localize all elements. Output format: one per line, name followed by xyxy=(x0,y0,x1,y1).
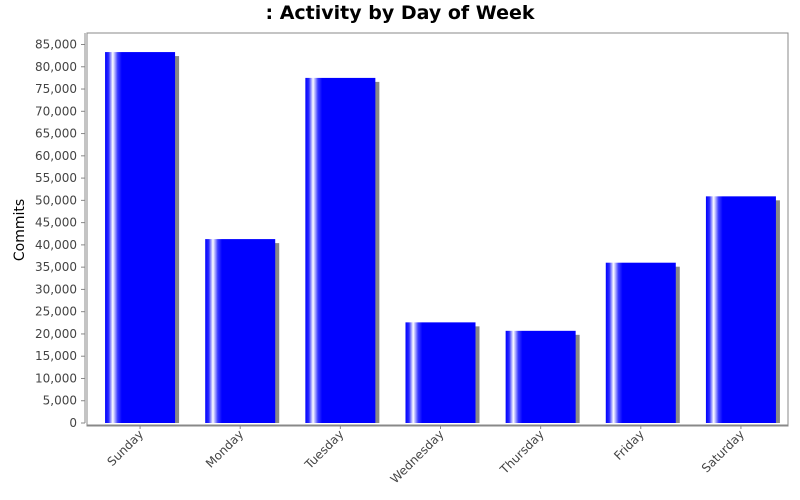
bar-saturday xyxy=(705,196,776,423)
y-tick-label: 10,000 xyxy=(35,371,77,385)
y-tick-label: 25,000 xyxy=(35,305,77,319)
y-tick-label: 75,000 xyxy=(35,82,77,96)
x-tick-label-thursday: Thursday xyxy=(497,427,547,477)
y-tick-label: 30,000 xyxy=(35,282,77,296)
x-tick-label-saturday: Saturday xyxy=(699,427,747,475)
y-tick-label: 45,000 xyxy=(35,216,77,230)
chart-title: : Activity by Day of Week xyxy=(265,2,535,24)
bar-wednesday xyxy=(405,322,476,423)
x-tick-label-friday: Friday xyxy=(611,427,647,463)
y-tick-label: 0 xyxy=(69,416,77,430)
x-tick-label-wednesday: Wednesday xyxy=(388,427,447,486)
y-tick-label: 20,000 xyxy=(35,327,77,341)
bar-monday xyxy=(205,239,276,423)
y-axis-label: Commits xyxy=(12,199,28,261)
y-tick-label: 55,000 xyxy=(35,171,77,185)
y-tick-label: 5,000 xyxy=(43,394,77,408)
bar-tuesday xyxy=(305,77,376,423)
y-tick-label: 80,000 xyxy=(35,60,77,74)
y-tick-label: 85,000 xyxy=(35,38,77,52)
y-tick-label: 70,000 xyxy=(35,104,77,118)
bar-sunday xyxy=(105,52,176,424)
y-tick-label: 60,000 xyxy=(35,149,77,163)
y-tick-label: 15,000 xyxy=(35,349,77,363)
bar-thursday xyxy=(505,330,576,423)
y-tick-label: 35,000 xyxy=(35,260,77,274)
y-tick-label: 50,000 xyxy=(35,193,77,207)
x-tick-label-tuesday: Tuesday xyxy=(301,427,346,472)
x-tick-label-sunday: Sunday xyxy=(105,427,147,469)
bar-friday xyxy=(605,262,676,423)
x-tick-label-monday: Monday xyxy=(203,427,246,470)
y-tick-label: 65,000 xyxy=(35,127,77,141)
y-tick-label: 40,000 xyxy=(35,238,77,252)
